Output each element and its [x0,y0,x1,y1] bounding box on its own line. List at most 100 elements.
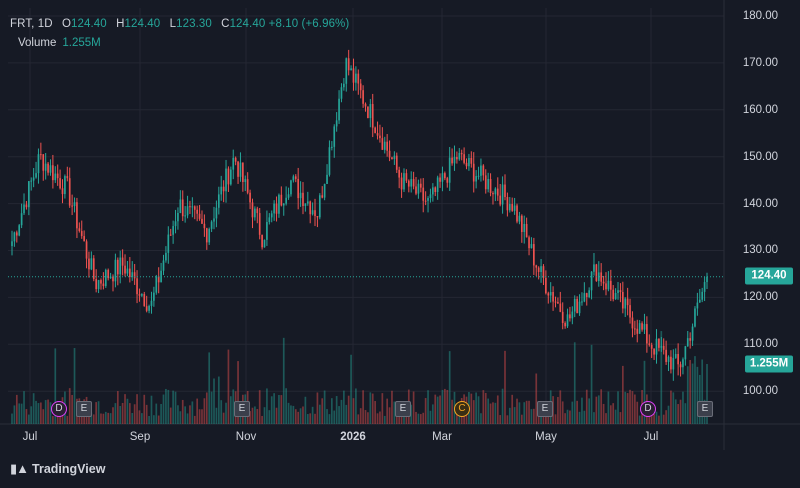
candle-body [665,349,667,362]
candle-body [73,202,76,207]
volume-bar [133,404,136,424]
dividend-marker-icon[interactable]: D [640,401,656,417]
volume-bar [383,415,386,424]
volume-bar [136,394,138,424]
candle-body [11,241,13,247]
candle-body [383,141,386,150]
candle-body [677,354,679,365]
volume-bar [292,405,295,424]
candle-body [400,177,403,190]
candle-body [429,194,432,199]
candle-body [124,265,126,274]
corporate-action-marker-icon[interactable]: C [454,401,470,417]
candle-body [480,165,482,176]
candle-body [40,154,42,156]
volume-bar [263,407,266,424]
volume-bar [371,393,374,424]
dividend-marker-icon[interactable]: D [51,401,67,417]
volume-bar [258,390,261,424]
volume-bar [112,407,114,424]
earnings-marker-icon[interactable]: E [234,401,250,417]
candle-body [104,269,107,287]
volume-bar [323,390,326,424]
close-key: C [221,18,230,30]
volume-bar [309,413,312,424]
y-tick: 110.00 [743,338,778,350]
volume-bar [352,398,355,424]
volume-bar [229,396,232,424]
candle-body [662,345,665,350]
volume-bar [362,390,364,424]
volume-bar [205,392,208,424]
candle-body [434,187,437,192]
volume-bar [444,388,446,424]
volume-bar [398,412,401,424]
earnings-marker-icon[interactable]: E [537,401,553,417]
candle-body [169,234,172,236]
volume-bar [626,393,629,424]
tradingview-logo[interactable]: ▮▲ TradingView [10,461,105,477]
volume-bar [696,366,699,424]
volume-bar [662,414,665,424]
candle-body [581,301,583,303]
volume-bar [121,402,124,424]
candle-body [244,179,247,183]
candle-body [299,192,302,199]
volume-bar [391,390,393,424]
earnings-marker-icon[interactable]: E [697,401,713,417]
volume-bar [359,408,362,424]
volume-bar [672,392,675,424]
candle-body [374,127,376,134]
candle-body [518,215,521,222]
candle-body [71,205,73,207]
earnings-marker-icon[interactable]: E [395,401,411,417]
candle-body [648,343,651,345]
earnings-marker-icon[interactable]: E [76,401,92,417]
volume-bar [23,391,25,424]
volume-bar [412,391,415,424]
volume-bar [95,402,98,424]
volume-bar [237,361,239,424]
candle-body [597,272,600,282]
candle-body [624,298,627,309]
candle-body [133,272,136,279]
candle-body [285,197,287,204]
volume-bar [107,412,110,424]
candle-body [27,181,30,208]
candle-body [496,188,499,196]
volume-bar [285,388,287,424]
candle-body [141,294,143,296]
volume-bar [343,390,345,424]
candle-body [246,179,249,193]
volume-bar [145,404,148,424]
volume-bar [706,364,708,424]
volume-bar [701,359,704,424]
candle-body [47,163,49,173]
last-price-badge: 124.40 [745,267,793,285]
candle-body [520,215,523,233]
candle-body [636,328,639,334]
volume-bar [165,388,167,424]
volume-bar [634,394,636,424]
high-value: 124.40 [124,18,161,30]
volume-bar [499,415,502,424]
candle-body [508,204,511,211]
volume-bar [590,344,593,424]
candle-body [254,208,256,218]
volume-bar [638,415,641,424]
candle-body [261,234,263,248]
volume-bar [660,331,663,424]
candle-body [506,197,509,211]
candle-body [653,348,655,355]
candle-body [287,194,290,198]
volume-bar [489,403,492,424]
candle-body [359,83,362,91]
volume-bar [97,401,100,424]
candle-body [511,204,514,211]
volume-bar [694,356,696,424]
candle-body [528,237,530,249]
candle-body [424,200,427,202]
volume-bar [347,395,350,424]
